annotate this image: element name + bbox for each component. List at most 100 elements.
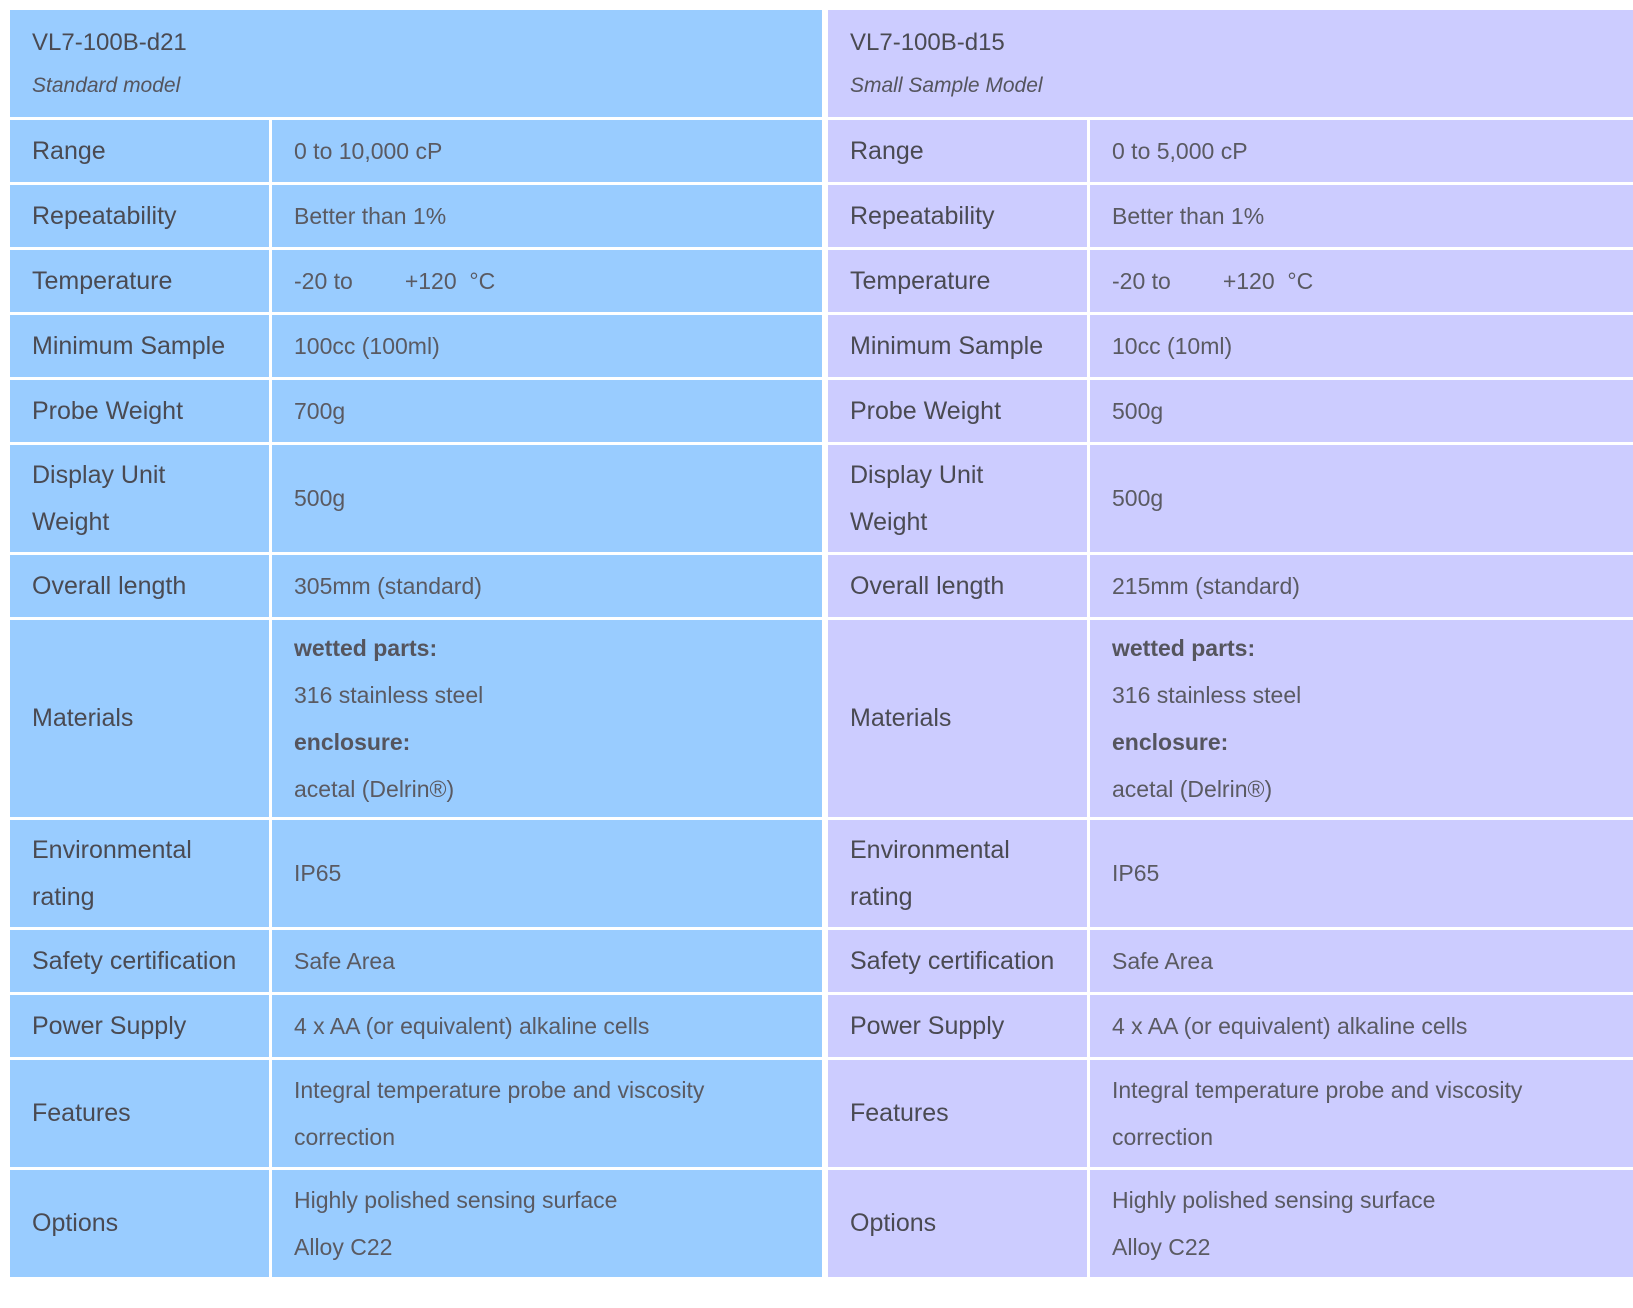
materials-enclosure-value: acetal (Delrin®) — [1112, 775, 1273, 802]
row-label: Range — [10, 120, 272, 185]
row-label-line: Display Unit — [850, 460, 984, 489]
table-row-safety: Safety certification Safe Area — [10, 930, 822, 995]
table-row-temperature: Temperature -20 to +120 °C — [828, 250, 1633, 315]
model-header: VL7-100B-d15 Small Sample Model — [828, 10, 1633, 120]
row-label: Repeatability — [10, 185, 272, 250]
temperature-unit: °C — [469, 267, 496, 294]
row-label: Minimum Sample — [10, 315, 272, 380]
temperature-from: -20 to — [1112, 267, 1171, 294]
table-row-features: Features Integral temperature probe and … — [828, 1060, 1633, 1170]
table-row-min-sample: Minimum Sample 10cc (10ml) — [828, 315, 1633, 380]
row-value: 100cc (100ml) — [272, 315, 822, 380]
table-row-options: Options Highly polished sensing surface … — [828, 1170, 1633, 1280]
materials-wetted-value: 316 stainless steel — [294, 681, 484, 708]
materials-enclosure-heading: enclosure: — [294, 728, 411, 755]
table-row-options: Options Highly polished sensing surface … — [10, 1170, 822, 1280]
table-row-probe-weight: Probe Weight 500g — [828, 380, 1633, 445]
row-value: Integral temperature probe and viscosity… — [1090, 1060, 1633, 1170]
row-value: -20 to +120 °C — [1090, 250, 1633, 315]
row-value: Highly polished sensing surface Alloy C2… — [1090, 1170, 1633, 1280]
table-row-environmental: Environmental rating IP65 — [828, 820, 1633, 930]
table-row-power: Power Supply 4 x AA (or equivalent) alka… — [10, 995, 822, 1060]
row-value-line: Alloy C22 — [294, 1233, 393, 1260]
table-row-environmental: Environmental rating IP65 — [10, 820, 822, 930]
row-label-line: rating — [850, 882, 913, 911]
row-value-line: correction — [1112, 1123, 1213, 1150]
row-label: Temperature — [10, 250, 272, 315]
model-header: VL7-100B-d21 Standard model — [10, 10, 822, 120]
spec-table-standard: VL7-100B-d21 Standard model Range 0 to 1… — [10, 10, 822, 1280]
row-label: Repeatability — [828, 185, 1090, 250]
materials-wetted-heading: wetted parts: — [1112, 634, 1256, 661]
row-value: 500g — [1090, 445, 1633, 555]
row-value: Safe Area — [272, 930, 822, 995]
row-label: Environmental rating — [10, 820, 272, 930]
materials-enclosure-heading: enclosure: — [1112, 728, 1229, 755]
table-row-range: Range 0 to 10,000 cP — [10, 120, 822, 185]
row-label: Power Supply — [10, 995, 272, 1060]
table-row-probe-weight: Probe Weight 700g — [10, 380, 822, 445]
row-value-line: correction — [294, 1123, 395, 1150]
row-value: 500g — [272, 445, 822, 555]
model-subtitle: Standard model — [32, 73, 181, 97]
table-row-min-sample: Minimum Sample 100cc (100ml) — [10, 315, 822, 380]
row-value: 700g — [272, 380, 822, 445]
row-value-line: Integral temperature probe and viscosity — [294, 1076, 705, 1103]
row-label-line: Display Unit — [32, 460, 166, 489]
row-value-line: Highly polished sensing surface — [1112, 1186, 1436, 1213]
row-label: Overall length — [828, 555, 1090, 620]
row-value: 4 x AA (or equivalent) alkaline cells — [272, 995, 822, 1060]
table-row-safety: Safety certification Safe Area — [828, 930, 1633, 995]
row-label-line: Weight — [850, 507, 928, 536]
row-label: Display Unit Weight — [828, 445, 1090, 555]
table-row-overall-length: Overall length 305mm (standard) — [10, 555, 822, 620]
row-label: Features — [828, 1060, 1090, 1170]
table-row-temperature: Temperature -20 to +120 °C — [10, 250, 822, 315]
table-row-overall-length: Overall length 215mm (standard) — [828, 555, 1633, 620]
row-value: wetted parts: 316 stainless steel enclos… — [272, 620, 822, 820]
table-row-materials: Materials wetted parts: 316 stainless st… — [828, 620, 1633, 820]
model-name: VL7-100B-d15 — [850, 28, 1005, 56]
row-label: Environmental rating — [828, 820, 1090, 930]
table-row-range: Range 0 to 5,000 cP — [828, 120, 1633, 185]
table-row-display-weight: Display Unit Weight 500g — [10, 445, 822, 555]
table-header-row: VL7-100B-d21 Standard model — [10, 10, 822, 120]
row-label: Display Unit Weight — [10, 445, 272, 555]
row-label-line: rating — [32, 882, 95, 911]
model-subtitle: Small Sample Model — [850, 73, 1043, 97]
materials-wetted-heading: wetted parts: — [294, 634, 438, 661]
temperature-to: +120 — [1222, 267, 1275, 294]
row-value: Integral temperature probe and viscosity… — [272, 1060, 822, 1170]
row-label: Overall length — [10, 555, 272, 620]
row-label: Safety certification — [10, 930, 272, 995]
row-label: Safety certification — [828, 930, 1090, 995]
row-label: Features — [10, 1060, 272, 1170]
row-value: 215mm (standard) — [1090, 555, 1633, 620]
table-row-repeatability: Repeatability Better than 1% — [828, 185, 1633, 250]
row-value: Better than 1% — [272, 185, 822, 250]
row-label-line: Environmental — [32, 835, 192, 864]
temperature-to: +120 — [404, 267, 457, 294]
row-value-line: Highly polished sensing surface — [294, 1186, 618, 1213]
row-value: 0 to 10,000 cP — [272, 120, 822, 185]
table-row-display-weight: Display Unit Weight 500g — [828, 445, 1633, 555]
row-label: Materials — [10, 620, 272, 820]
spec-table-small-sample: VL7-100B-d15 Small Sample Model Range 0 … — [828, 10, 1633, 1280]
row-value: 500g — [1090, 380, 1633, 445]
row-value: Highly polished sensing surface Alloy C2… — [272, 1170, 822, 1280]
row-label: Temperature — [828, 250, 1090, 315]
row-value-line: Integral temperature probe and viscosity — [1112, 1076, 1523, 1103]
row-value: wetted parts: 316 stainless steel enclos… — [1090, 620, 1633, 820]
row-label-line: Environmental — [850, 835, 1010, 864]
temperature-unit: °C — [1287, 267, 1314, 294]
table-row-materials: Materials wetted parts: 316 stainless st… — [10, 620, 822, 820]
materials-wetted-value: 316 stainless steel — [1112, 681, 1302, 708]
row-value: 10cc (10ml) — [1090, 315, 1633, 380]
row-label: Minimum Sample — [828, 315, 1090, 380]
row-label: Options — [10, 1170, 272, 1280]
row-label: Probe Weight — [828, 380, 1090, 445]
row-label: Materials — [828, 620, 1090, 820]
row-value: -20 to +120 °C — [272, 250, 822, 315]
temperature-from: -20 to — [294, 267, 353, 294]
row-label: Probe Weight — [10, 380, 272, 445]
